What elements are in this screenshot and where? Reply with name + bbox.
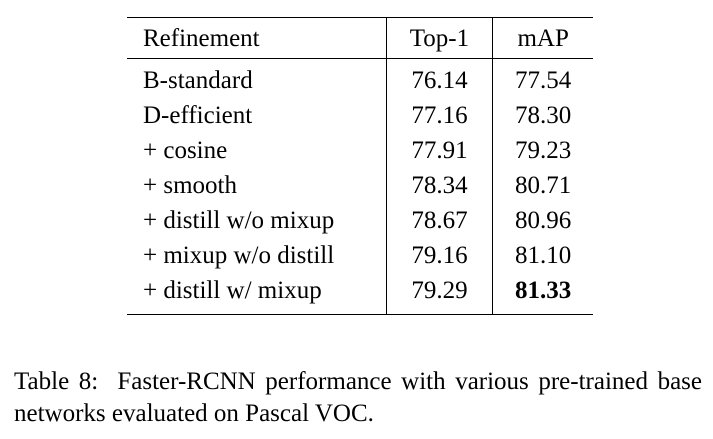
cell-map: 81.10 (492, 238, 593, 273)
cell-map: 77.54 (492, 58, 593, 98)
table-caption: Table 8: Faster-RCNN performance with va… (14, 366, 702, 430)
cell-refinement: + cosine (143, 137, 228, 164)
header-refinement: Refinement (127, 17, 387, 59)
header-row: Refinement Top-1 mAP (127, 17, 593, 59)
header-top1: Top-1 (385, 17, 493, 59)
cell-top1: 78.34 (385, 168, 493, 203)
cell-top1: 79.16 (385, 238, 493, 273)
cell-map: 80.71 (492, 168, 593, 203)
table-row: + smooth 78.34 80.71 (127, 168, 593, 203)
cell-map: 79.23 (492, 133, 593, 168)
cell-top1: 78.67 (385, 203, 493, 238)
cell-refinement: B-standard (143, 67, 253, 94)
table-row: + mixup w/o distill 79.16 81.10 (127, 238, 593, 273)
cell-refinement: D-efficient (143, 102, 253, 129)
table-row: B-standard 76.14 77.54 (127, 58, 593, 98)
cell-top1: 77.16 (385, 98, 493, 133)
results-table: Refinement Top-1 mAP B-standard 76.14 77… (127, 17, 593, 315)
results-table-container: Refinement Top-1 mAP B-standard 76.14 77… (127, 17, 593, 315)
cell-map: 78.30 (492, 98, 593, 133)
table-row: + distill w/o mixup 78.67 80.96 (127, 203, 593, 238)
cell-top1: 76.14 (385, 58, 493, 98)
cell-refinement: + distill w/ mixup (143, 277, 322, 304)
cell-top1: 79.29 (385, 273, 493, 315)
cell-refinement: + distill w/o mixup (143, 207, 335, 234)
caption-label: Table 8: (14, 368, 99, 395)
cell-refinement: + smooth (143, 172, 237, 199)
table-row: D-efficient 77.16 78.30 (127, 98, 593, 133)
cell-map-best: 81.33 (492, 273, 593, 315)
cell-map: 80.96 (492, 203, 593, 238)
table-body: B-standard 76.14 77.54 D-efficient 77.16… (127, 58, 593, 315)
table-header: Refinement Top-1 mAP (127, 17, 593, 59)
cell-top1: 77.91 (385, 133, 493, 168)
caption-text: Faster-RCNN performance with various pre… (14, 368, 703, 427)
table-row: + distill w/ mixup 79.29 81.33 (127, 273, 593, 315)
header-map: mAP (492, 17, 593, 59)
table-row: + cosine 77.91 79.23 (127, 133, 593, 168)
cell-refinement: + mixup w/o distill (143, 242, 335, 269)
